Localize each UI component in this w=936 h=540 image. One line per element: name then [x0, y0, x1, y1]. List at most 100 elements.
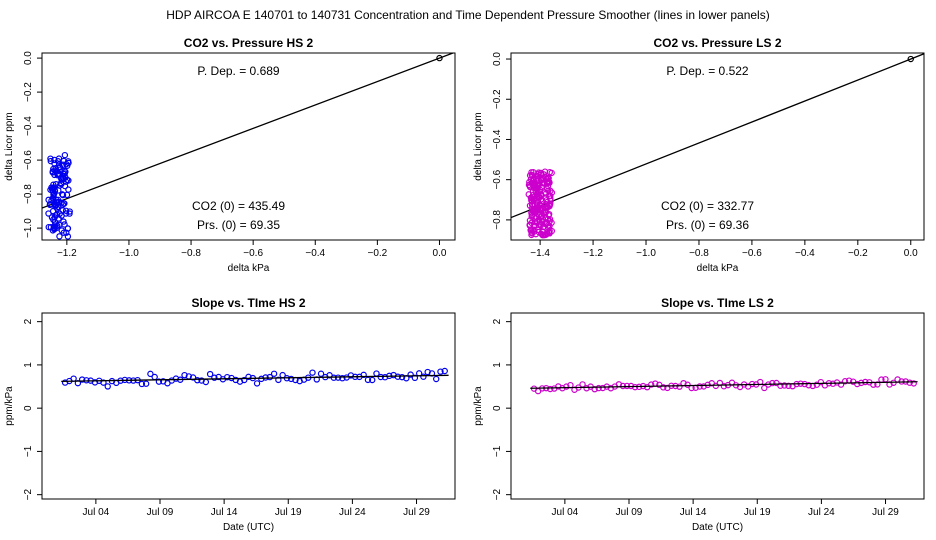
data-point — [61, 221, 68, 228]
origin-point — [436, 54, 443, 62]
data-point — [547, 192, 554, 200]
p-dep-label: P. Dep. = 0.522 — [666, 64, 749, 78]
y-tick-label: 0 — [23, 405, 34, 411]
data-point — [54, 203, 62, 211]
data-point — [275, 376, 282, 384]
data-point — [536, 219, 543, 226]
data-point — [60, 218, 67, 225]
data-point — [245, 373, 252, 381]
data-point — [66, 210, 73, 217]
data-point — [660, 384, 667, 391]
plot-area — [61, 367, 449, 390]
x-tick-label: Jul 14 — [211, 507, 238, 518]
data-point — [420, 373, 427, 380]
data-point — [544, 215, 552, 223]
data-point — [364, 376, 372, 384]
plot-frame — [41, 312, 456, 500]
data-point — [47, 157, 54, 165]
data-point — [45, 196, 52, 204]
data-point — [769, 379, 776, 387]
co2-zero-label: CO2 (0) = 435.49 — [192, 199, 285, 213]
data-point — [531, 214, 538, 221]
data-point — [761, 384, 768, 392]
data-point — [47, 155, 54, 162]
data-point — [64, 225, 72, 232]
data-point — [64, 162, 71, 169]
data-point — [142, 380, 150, 387]
data-point — [369, 376, 376, 384]
x-tick-label: 0.0 — [433, 248, 447, 259]
data-point — [537, 169, 545, 177]
data-point — [317, 370, 325, 377]
data-point — [61, 167, 68, 175]
y-tick-label: 1 — [23, 362, 34, 368]
data-point — [59, 191, 67, 199]
data-point — [547, 385, 554, 393]
fit-line — [511, 53, 924, 219]
panel-title: CO2 vs. Pressure HS 2 — [184, 36, 314, 50]
y-tick-label: −0.2 — [492, 89, 503, 109]
data-point — [541, 189, 549, 196]
data-point — [51, 214, 58, 221]
data-point — [223, 373, 231, 381]
y-tick-label: −0.6 — [23, 150, 34, 170]
y-tick-label: −1.0 — [23, 218, 34, 238]
data-point — [437, 368, 444, 375]
data-point — [47, 186, 54, 193]
data-point — [817, 378, 825, 386]
y-tick-label: 2 — [23, 318, 34, 324]
data-point — [51, 156, 58, 164]
data-point — [433, 375, 440, 383]
data-point — [720, 383, 728, 390]
data-point — [525, 191, 532, 198]
data-point — [53, 205, 61, 212]
trend-line — [530, 381, 918, 389]
data-point — [696, 383, 703, 390]
data-point — [360, 371, 367, 379]
data-point — [544, 182, 552, 190]
figure-title: HDP AIRCOA E 140701 to 140731 Concentrat… — [166, 8, 769, 22]
data-point — [164, 380, 171, 387]
y-tick-label: −0.6 — [492, 169, 503, 189]
x-tick-label: Jul 29 — [872, 507, 899, 518]
co2-zero-label: CO2 (0) = 332.77 — [661, 199, 754, 213]
x-tick-label: −0.4 — [305, 248, 325, 259]
data-point — [676, 383, 683, 390]
y-tick-label: −2 — [23, 489, 34, 501]
data-point — [539, 228, 546, 235]
data-point — [544, 175, 551, 182]
y-tick-label: −0.2 — [23, 82, 34, 102]
data-point — [529, 177, 537, 184]
y-tick-label: −0.8 — [23, 184, 34, 204]
panel-4: Slope vs. TIme LS 2 Jul 04 Jul 09 Jul 14 Jul… — [473, 296, 925, 533]
x-tick-label: Jul 09 — [616, 507, 643, 518]
data-point — [270, 370, 278, 377]
x-tick-label: Jul 24 — [808, 507, 835, 518]
data-point — [540, 223, 547, 231]
data-point — [544, 179, 551, 186]
data-point — [56, 182, 64, 189]
data-point — [712, 382, 720, 390]
panel-1: CO2 vs. Pressure HS 2 −1.2 −1.0 −0.8 −0.6 −0.… — [4, 36, 456, 274]
data-point — [700, 383, 707, 390]
p-dep-label: P. Dep. = 0.689 — [197, 64, 280, 78]
data-point — [339, 375, 346, 382]
data-point — [181, 371, 188, 379]
x-axis-label: Date (UTC) — [692, 522, 743, 533]
prs-zero-label: Prs. (0) = 69.35 — [197, 218, 280, 232]
panel-title: Slope vs. TIme LS 2 — [661, 296, 774, 310]
panel-3: Slope vs. TIme HS 2 Jul 04 Jul 09 Jul 14 Jul… — [4, 296, 456, 533]
y-axis-label: ppm/kPa — [4, 386, 15, 426]
plot-frame — [510, 312, 925, 500]
data-point — [537, 213, 544, 220]
x-tick-label: Jul 09 — [147, 507, 174, 518]
origin-point — [907, 55, 914, 63]
x-axis-label: delta kPa — [228, 263, 270, 274]
x-tick-label: −0.6 — [243, 248, 263, 259]
data-point — [51, 225, 58, 232]
data-point — [138, 380, 146, 388]
data-point — [548, 169, 555, 177]
y-tick-label: −2 — [492, 489, 503, 501]
data-point — [309, 369, 316, 376]
